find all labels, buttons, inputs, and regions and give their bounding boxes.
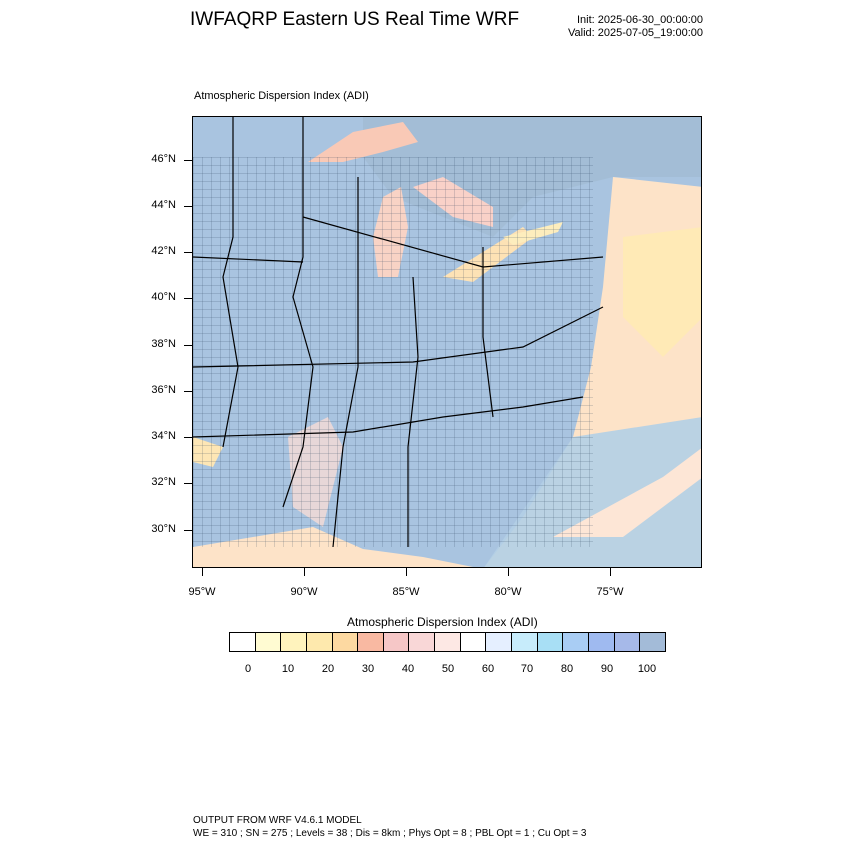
colorbar-label: 80: [560, 663, 574, 675]
lat-tick: [184, 437, 192, 438]
model-footer-line1: OUTPUT FROM WRF V4.6.1 MODEL: [193, 815, 362, 826]
lat-tick: [184, 391, 192, 392]
lat-label: 42°N: [151, 245, 176, 257]
lat-label: 46°N: [151, 153, 176, 165]
lat-tick: [184, 530, 192, 531]
colorbar-swatch: [614, 633, 641, 651]
page-title: IWFAQRP Eastern US Real Time WRF: [190, 9, 520, 30]
init-time: Init: 2025-06-30_00:00:00: [577, 14, 703, 26]
lon-tick: [406, 568, 407, 576]
colorbar-label: 20: [321, 663, 335, 675]
valid-time: Valid: 2025-07-05_19:00:00: [568, 27, 703, 39]
lat-label: 30°N: [151, 523, 176, 535]
colorbar-swatch: [230, 633, 256, 651]
colorbar-label: 10: [281, 663, 295, 675]
lon-tick: [508, 568, 509, 576]
lat-label: 38°N: [151, 338, 176, 350]
lat-tick: [184, 298, 192, 299]
colorbar-swatch: [358, 633, 384, 651]
lon-label: 85°W: [392, 586, 420, 598]
colorbar-swatch: [512, 633, 538, 651]
atlantic-streak: [553, 448, 701, 537]
lake-superior: [308, 122, 418, 162]
colorbar-swatch: [255, 633, 282, 651]
colorbar-swatch: [435, 633, 461, 651]
colorbar-swatch: [409, 633, 436, 651]
lon-label: 95°W: [188, 586, 216, 598]
lat-label: 40°N: [151, 291, 176, 303]
colorbar-swatch: [383, 633, 410, 651]
county-boundaries: [193, 157, 593, 547]
colorbar-swatch: [640, 633, 665, 651]
lat-label: 32°N: [151, 476, 176, 488]
model-footer-line2: WE = 310 ; SN = 275 ; Levels = 38 ; Dis …: [193, 828, 587, 839]
lat-label: 36°N: [151, 384, 176, 396]
colorbar-label: 0: [244, 663, 252, 675]
colorbar-swatch: [537, 633, 564, 651]
lon-label: 75°W: [596, 586, 624, 598]
colorbar-swatch: [563, 633, 589, 651]
lat-tick: [184, 345, 192, 346]
colorbar-swatch: [588, 633, 615, 651]
colorbar-swatch: [332, 633, 359, 651]
colorbar-label: 50: [441, 663, 455, 675]
colorbar-label: 90: [600, 663, 614, 675]
lat-label: 44°N: [151, 199, 176, 211]
lat-label: 34°N: [151, 430, 176, 442]
map-field-title: Atmospheric Dispersion Index (ADI): [194, 90, 369, 102]
colorbar-swatch: [281, 633, 307, 651]
lat-tick: [184, 160, 192, 161]
colorbar-swatch: [486, 633, 513, 651]
colorbar: [229, 632, 666, 652]
colorbar-title: Atmospheric Dispersion Index (ADI): [347, 615, 538, 629]
colorbar-label: 60: [481, 663, 495, 675]
colorbar-label: 30: [361, 663, 375, 675]
lat-tick: [184, 206, 192, 207]
atlantic-high-band: [623, 227, 701, 357]
state-boundaries: [193, 117, 604, 548]
colorbar-label: 40: [401, 663, 415, 675]
lon-tick: [202, 568, 203, 576]
lon-tick: [610, 568, 611, 576]
colorbar-label: 100: [637, 663, 657, 675]
colorbar-swatch: [460, 633, 487, 651]
map-canvas: [193, 117, 701, 567]
lat-tick: [184, 252, 192, 253]
lat-tick: [184, 483, 192, 484]
lon-label: 90°W: [290, 586, 318, 598]
colorbar-label: 70: [520, 663, 534, 675]
colorbar-swatch: [306, 633, 333, 651]
lon-label: 80°W: [494, 586, 522, 598]
lon-tick: [304, 568, 305, 576]
adi-map: [192, 116, 702, 568]
